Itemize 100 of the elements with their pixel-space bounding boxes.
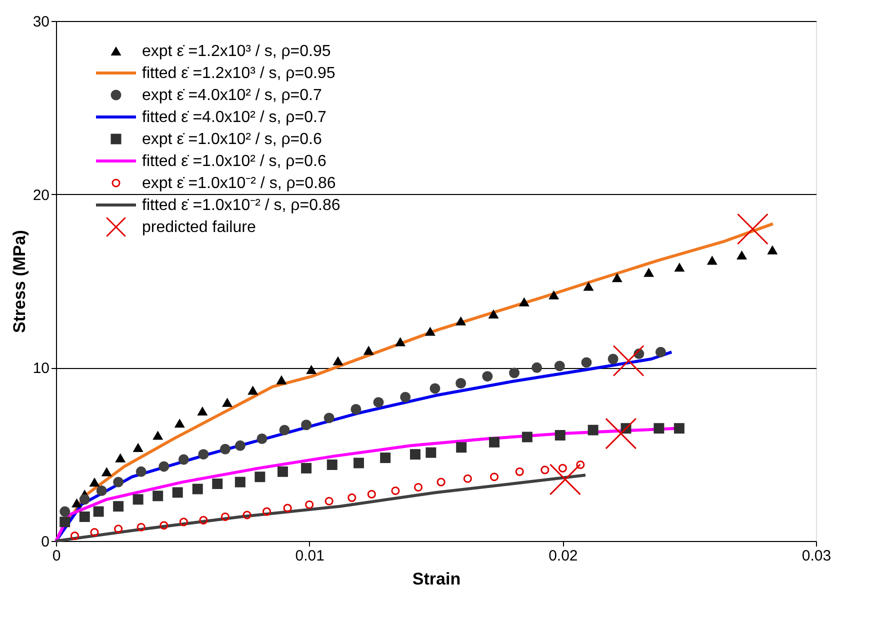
point bbox=[172, 487, 183, 498]
point bbox=[306, 364, 317, 374]
point bbox=[212, 478, 223, 490]
point bbox=[424, 326, 436, 336]
point bbox=[554, 360, 565, 372]
legend-label: expt ε̇ =1.0x10² / s, ρ=0.6 bbox=[142, 131, 322, 148]
point bbox=[199, 516, 208, 524]
point bbox=[234, 440, 246, 451]
point bbox=[583, 282, 594, 291]
point bbox=[178, 454, 189, 465]
point bbox=[242, 510, 252, 520]
point bbox=[430, 383, 440, 394]
point bbox=[489, 436, 500, 448]
point bbox=[132, 494, 144, 505]
point bbox=[305, 500, 314, 509]
legend-label: expt ε̇ =1.0x10⁻² / s, ρ=0.86 bbox=[142, 175, 336, 192]
point bbox=[400, 392, 411, 402]
point bbox=[456, 316, 466, 326]
point bbox=[248, 386, 258, 395]
point bbox=[456, 378, 466, 388]
point bbox=[79, 494, 90, 505]
point bbox=[509, 368, 520, 378]
point bbox=[174, 418, 185, 428]
legend-label: predicted failure bbox=[142, 219, 256, 236]
point bbox=[522, 432, 532, 442]
legend-label: fitted ε̇ =1.0x10⁻² / s, ρ=0.86 bbox=[142, 197, 340, 214]
point bbox=[136, 522, 146, 532]
point bbox=[89, 478, 100, 487]
point bbox=[674, 262, 685, 272]
point bbox=[674, 423, 684, 434]
point bbox=[279, 424, 290, 436]
point bbox=[158, 461, 170, 472]
point bbox=[490, 472, 499, 482]
point bbox=[326, 459, 338, 470]
point bbox=[518, 297, 530, 306]
point bbox=[367, 490, 376, 498]
y-tick-label: 10 bbox=[32, 360, 50, 378]
point bbox=[277, 466, 288, 477]
point bbox=[391, 486, 400, 496]
point bbox=[301, 420, 312, 430]
point bbox=[655, 346, 666, 358]
point bbox=[276, 375, 287, 384]
legend-label: fitted ε̇ =1.0x10² / s, ρ=0.6 bbox=[142, 153, 326, 170]
x-tick-label: 0.01 bbox=[295, 548, 324, 564]
point bbox=[152, 430, 164, 440]
point bbox=[220, 512, 230, 522]
point bbox=[654, 423, 664, 434]
point bbox=[72, 498, 82, 508]
point bbox=[363, 346, 374, 355]
point bbox=[414, 482, 423, 492]
point bbox=[348, 493, 356, 502]
point bbox=[558, 464, 567, 472]
point bbox=[540, 466, 550, 474]
point bbox=[456, 442, 467, 453]
point bbox=[101, 467, 112, 476]
point bbox=[324, 412, 334, 424]
point bbox=[644, 268, 654, 277]
legend-label: fitted ε̇ =1.2x10³ / s, ρ=0.95 bbox=[142, 65, 336, 82]
point bbox=[301, 462, 312, 474]
x-axis-title: Strain bbox=[412, 570, 461, 588]
point bbox=[515, 467, 524, 476]
point bbox=[588, 424, 598, 436]
point bbox=[554, 430, 566, 441]
point bbox=[198, 449, 209, 460]
point bbox=[353, 458, 364, 468]
point bbox=[256, 434, 268, 444]
point bbox=[549, 464, 581, 496]
point bbox=[70, 532, 80, 540]
x-tick-label: 0.03 bbox=[802, 548, 832, 564]
point bbox=[548, 290, 560, 300]
point bbox=[482, 371, 493, 382]
point bbox=[115, 453, 126, 462]
point bbox=[463, 474, 472, 483]
legend-label: expt ε̇ =4.0x10² / s, ρ=0.7 bbox=[142, 87, 322, 104]
x-tick-label: 0.02 bbox=[548, 548, 578, 564]
point bbox=[350, 404, 362, 414]
point bbox=[234, 476, 246, 488]
point bbox=[152, 490, 164, 502]
point bbox=[60, 516, 70, 528]
point bbox=[767, 245, 778, 254]
point bbox=[160, 521, 168, 530]
point bbox=[113, 501, 124, 512]
point bbox=[426, 447, 436, 458]
point bbox=[132, 442, 144, 452]
point bbox=[96, 486, 107, 496]
x-tick-label: 0 bbox=[52, 548, 61, 564]
point bbox=[324, 496, 334, 506]
point bbox=[283, 504, 292, 512]
point bbox=[736, 250, 748, 260]
legend-label: expt ε̇ =1.2x10³ / s, ρ=0.95 bbox=[142, 43, 331, 60]
y-tick-label: 0 bbox=[41, 534, 50, 550]
point bbox=[332, 356, 344, 366]
point bbox=[576, 460, 585, 470]
point bbox=[222, 398, 232, 407]
point bbox=[581, 357, 592, 368]
point bbox=[113, 476, 124, 488]
point bbox=[532, 362, 542, 373]
y-axis-title: Stress (MPa) bbox=[10, 230, 29, 333]
y-tick-label: 30 bbox=[32, 14, 50, 30]
line-series bbox=[54, 474, 587, 542]
